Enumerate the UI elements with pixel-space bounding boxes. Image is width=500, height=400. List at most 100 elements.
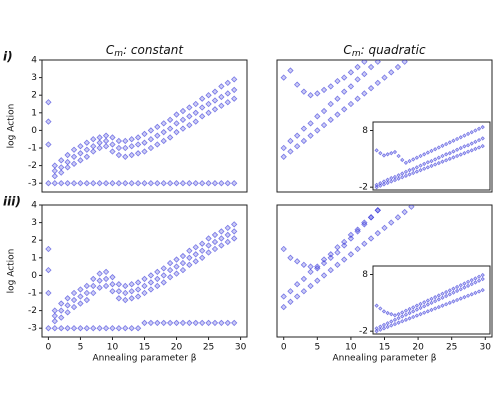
points: [45, 221, 238, 332]
point: [367, 214, 375, 221]
point: [436, 293, 441, 298]
point: [341, 238, 348, 246]
point: [224, 224, 231, 232]
y-tick-label: 8: [362, 126, 368, 136]
point: [443, 152, 449, 157]
y-tick-label: 3: [31, 218, 37, 228]
point: [231, 86, 238, 94]
point: [465, 293, 471, 298]
y-tick-label: -2: [359, 327, 368, 337]
point: [154, 132, 161, 139]
point: [374, 185, 379, 190]
point: [115, 288, 123, 295]
x-tick-label: 5: [78, 343, 84, 353]
point: [341, 106, 348, 113]
point: [134, 325, 142, 332]
point: [141, 130, 148, 138]
y-tick-label: 1: [31, 253, 37, 263]
point: [179, 259, 187, 267]
point: [354, 76, 361, 83]
point: [400, 157, 405, 163]
point: [186, 319, 193, 327]
point: [347, 231, 355, 239]
point: [231, 76, 238, 83]
point: [128, 288, 135, 295]
point: [389, 319, 394, 324]
point: [418, 163, 423, 168]
point: [122, 137, 129, 145]
point: [374, 182, 379, 188]
point: [186, 247, 193, 254]
y-tick-label: -1: [28, 144, 37, 154]
point: [231, 228, 238, 235]
point: [396, 320, 401, 325]
point: [458, 152, 463, 157]
point: [211, 106, 219, 113]
point: [280, 245, 287, 253]
point: [70, 180, 78, 187]
point: [300, 125, 308, 132]
point: [361, 60, 368, 65]
point: [396, 173, 401, 178]
point: [115, 137, 123, 145]
point: [70, 325, 78, 332]
point: [51, 162, 58, 169]
point: [354, 226, 361, 233]
point: [122, 153, 129, 160]
point: [429, 158, 434, 164]
point: [205, 319, 212, 327]
point: [90, 148, 97, 155]
points: [374, 124, 485, 190]
point: [341, 74, 348, 81]
point: [96, 270, 103, 277]
point: [392, 174, 398, 180]
point: [443, 141, 449, 147]
point: [122, 282, 129, 290]
point: [385, 310, 390, 316]
point: [179, 266, 187, 274]
point: [381, 179, 387, 184]
x-tick-label: 25: [203, 343, 214, 353]
x-tick-label: 20: [412, 343, 424, 353]
point: [192, 100, 199, 108]
panel-label: i): [3, 50, 13, 64]
point: [224, 90, 231, 97]
x-tick-label: 25: [446, 343, 457, 353]
point: [425, 309, 431, 314]
point: [451, 290, 456, 295]
point: [122, 144, 129, 152]
point: [141, 289, 148, 297]
point: [154, 319, 161, 327]
point: [378, 181, 383, 186]
point: [211, 245, 219, 253]
point: [224, 319, 231, 327]
point: [454, 297, 460, 303]
point: [300, 88, 308, 95]
point: [280, 144, 287, 152]
point: [473, 280, 478, 285]
point: [347, 100, 355, 108]
point: [476, 278, 482, 283]
point: [314, 277, 321, 284]
point: [147, 180, 155, 187]
point: [392, 149, 398, 155]
point: [378, 306, 383, 311]
point: [166, 125, 174, 132]
point: [198, 180, 206, 187]
point: [231, 319, 238, 327]
x-tick-label: 10: [107, 343, 119, 353]
x-tick-label: 5: [314, 343, 320, 353]
point: [469, 148, 474, 153]
point: [465, 149, 471, 154]
point: [198, 254, 206, 261]
point: [166, 259, 174, 267]
points: [374, 272, 485, 334]
point: [361, 221, 368, 228]
point: [443, 293, 449, 299]
point: [58, 157, 65, 164]
point: [480, 143, 485, 149]
point: [454, 288, 460, 294]
point: [109, 180, 116, 187]
point: [166, 116, 174, 124]
point: [186, 254, 193, 261]
